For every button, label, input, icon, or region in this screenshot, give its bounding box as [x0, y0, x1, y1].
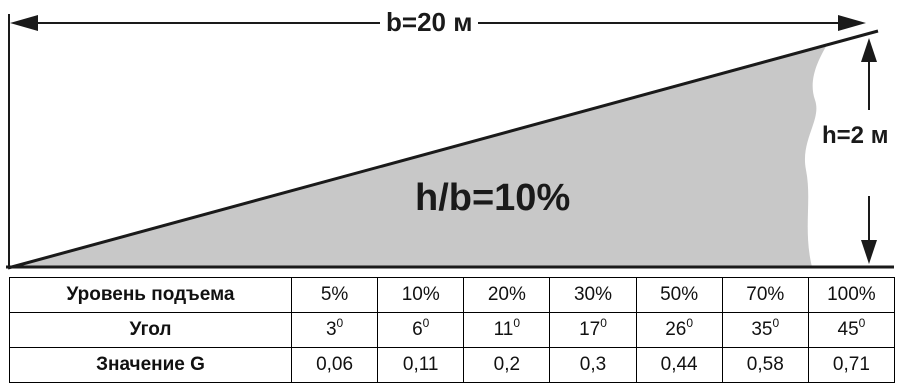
table-cell: 0,11 — [377, 347, 465, 383]
table-cell: 350 — [721, 312, 809, 348]
row-header: Уровень подъема — [9, 277, 292, 313]
ratio-label: h/b=10% — [415, 177, 571, 219]
table-cell: 0,71 — [807, 347, 896, 383]
table-cell: 30 — [290, 312, 379, 348]
table-cell: 20% — [463, 277, 551, 313]
grade-table: Уровень подъема 5% 10% 20% 30% 50% 70% 1… — [9, 277, 896, 383]
width-label: b=20 м — [380, 7, 479, 37]
arrowhead-left-icon — [10, 15, 38, 31]
slope-diagram: b=20 м h=2 м h/b=10% — [6, 7, 894, 270]
table-row: Значение G 0,06 0,11 0,2 0,3 0,44 0,58 0… — [9, 347, 896, 383]
table-cell: 450 — [807, 312, 896, 348]
slope-line — [7, 29, 879, 270]
arrowhead-down-icon — [861, 240, 877, 264]
table-row: Уровень подъема 5% 10% 20% 30% 50% 70% 1… — [9, 277, 896, 313]
table-cell: 0,3 — [549, 347, 637, 383]
arrowhead-right-icon — [838, 15, 866, 31]
table-cell: 0,44 — [635, 347, 723, 383]
arrowhead-up-icon — [861, 38, 877, 62]
table-cell: 170 — [549, 312, 637, 348]
table-cell: 10% — [377, 277, 465, 313]
row-header: Значение G — [9, 347, 292, 383]
table-cell: 0,06 — [290, 347, 379, 383]
table-cell: 260 — [635, 312, 723, 348]
table-cell: 0,2 — [463, 347, 551, 383]
table-row: Угол 30 60 110 170 260 350 450 — [9, 312, 896, 348]
table-cell: 70% — [721, 277, 809, 313]
table-cell: 110 — [463, 312, 551, 348]
table-cell: 60 — [377, 312, 465, 348]
table-cell: 100% — [807, 277, 896, 313]
slope-drawing — [6, 14, 894, 270]
row-header: Угол — [9, 312, 292, 348]
height-label: h=2 м — [822, 122, 889, 149]
table-cell: 0,58 — [721, 347, 809, 383]
table-cell: 50% — [635, 277, 723, 313]
table-cell: 5% — [290, 277, 379, 313]
table-cell: 30% — [549, 277, 637, 313]
